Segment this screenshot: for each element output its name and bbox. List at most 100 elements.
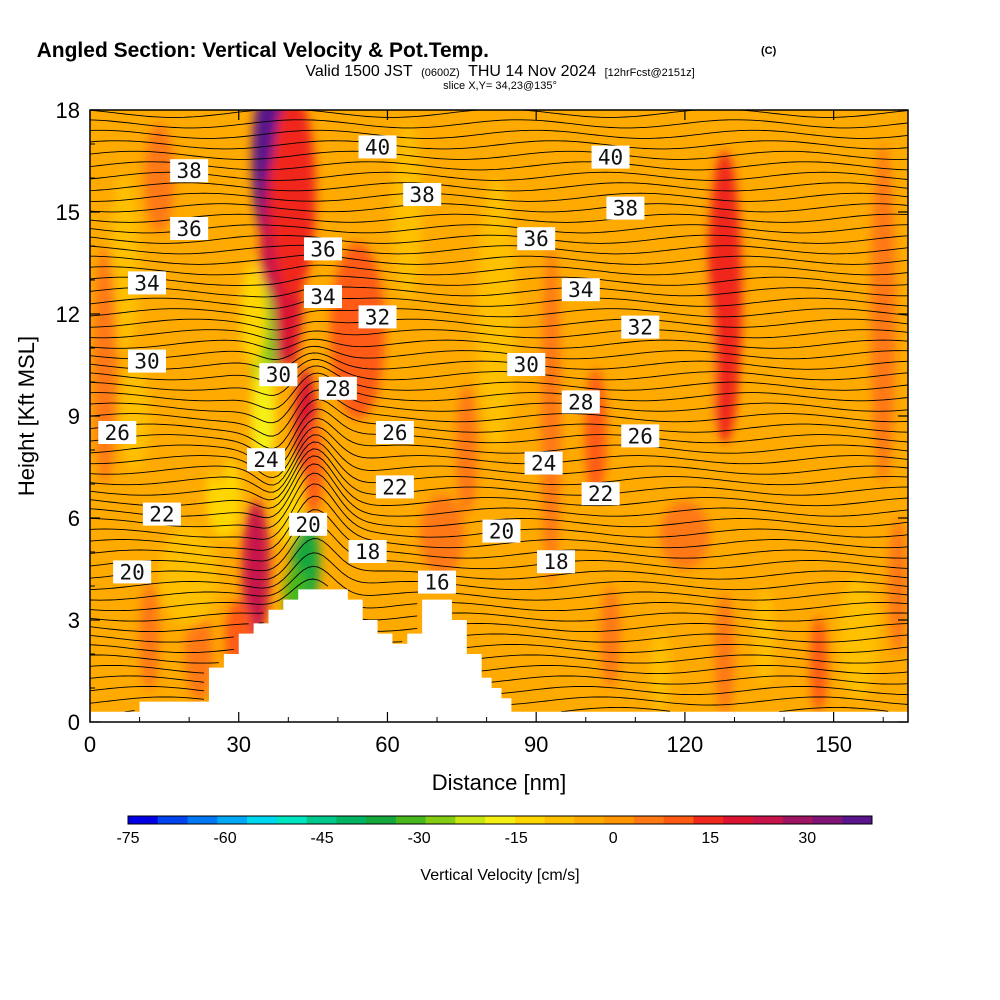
x-tick-label: 0	[84, 732, 96, 757]
colorbar-tick-label: 15	[701, 830, 719, 847]
isentrope-label-bg	[621, 315, 660, 339]
isentrope-label: 38	[170, 159, 209, 183]
colorbar-swatch	[752, 816, 784, 824]
velocity-cell	[476, 178, 517, 450]
isentrope-label-bg	[517, 227, 556, 251]
isentrope-label-text: 38	[613, 197, 638, 221]
isentrope-label-text: 26	[105, 421, 130, 445]
isentrope-line	[90, 448, 908, 501]
isentrope-line	[90, 565, 908, 601]
isentrope-label-bg	[142, 502, 181, 526]
isentrope-label-bg	[375, 421, 414, 444]
isentrope-label-bg	[304, 285, 343, 308]
velocity-cell	[650, 630, 671, 712]
isentrope-line	[90, 455, 908, 509]
slice-info: slice X,Y= 34,23@135°	[443, 80, 557, 92]
isentrope-label-bg	[537, 550, 576, 574]
x-axis-title: Distance [nm]	[432, 770, 567, 795]
velocity-cell	[838, 575, 879, 699]
isentrope-label-text: 24	[253, 448, 278, 472]
isentrope-line	[90, 463, 908, 519]
velocity-cell	[714, 592, 735, 716]
isentrope-label-text: 34	[134, 271, 159, 295]
colorbar-tick-label: -15	[505, 830, 528, 847]
isentrope-label-bg	[581, 482, 620, 506]
velocity-cell	[185, 606, 213, 702]
isentrope-label-bg	[621, 424, 660, 448]
isentrope-line	[90, 552, 908, 591]
isentrope-line	[90, 675, 908, 685]
isentrope-line	[90, 182, 908, 192]
velocity-cell	[674, 263, 715, 501]
isentrope-label-text: 38	[177, 159, 202, 183]
isentrope-label: 20	[482, 519, 521, 544]
isentrope-line	[90, 254, 908, 265]
isentrope-line	[90, 622, 908, 633]
isentrope-label-bg	[482, 519, 521, 543]
isentrope-label-text: 26	[628, 424, 653, 448]
isentrope-label: 30	[507, 353, 546, 377]
isentrope-line	[90, 150, 908, 160]
isentrope-line	[90, 523, 908, 572]
isentrope-label-bg	[246, 448, 285, 472]
velocity-cell	[242, 501, 270, 637]
isentrope-line	[90, 434, 908, 486]
velocity-cell	[240, 263, 267, 365]
isentrope-line	[90, 358, 908, 383]
isentrope-line	[90, 213, 908, 223]
velocity-cell	[707, 150, 742, 444]
isentrope-label-bg	[113, 560, 152, 584]
isentrope-label-bg	[591, 145, 630, 169]
isentrope-line	[90, 685, 908, 696]
isentrope-line	[90, 352, 908, 371]
isentrope-line	[90, 234, 908, 244]
isentrope-label: 22	[375, 475, 414, 499]
isentrope-line	[90, 308, 908, 320]
colorbar-swatch	[395, 816, 426, 824]
x-tick-label: 150	[815, 732, 852, 757]
isentrope-label: 28	[561, 390, 600, 414]
isentrope-label-bg	[170, 217, 209, 240]
colorbar-label: Vertical Velocity [cm/s]	[420, 867, 579, 884]
isentrope-label: 24	[246, 448, 285, 472]
isentrope-label: 32	[621, 315, 660, 340]
isentrope-line	[90, 441, 908, 493]
isentrope-label-text: 20	[489, 520, 514, 544]
isentrope-line	[90, 297, 908, 309]
isentrope-line	[90, 426, 908, 479]
isentrope-line	[90, 696, 908, 706]
x-tick-label: 30	[226, 732, 250, 757]
forecast-info: [12hrFcst@2151z]	[605, 67, 695, 79]
isentrope-label: 38	[403, 183, 442, 207]
isentrope-label-text: 18	[355, 540, 380, 564]
x-axis: 0 30 60 90 120 150	[84, 110, 884, 757]
velocity-cell	[749, 314, 790, 518]
isentrope-label: 22	[142, 502, 181, 527]
isentrope-label: 20	[113, 560, 152, 584]
colorbar-swatch	[633, 816, 665, 824]
isentrope-line	[90, 203, 908, 213]
y-tick-label: 0	[68, 710, 80, 735]
colorbar-swatch	[663, 816, 694, 824]
isentrope-label-bg	[507, 353, 546, 376]
isentrope-line	[90, 329, 908, 341]
isentrope-label: 26	[98, 421, 137, 445]
isentrope-label: 20	[289, 512, 328, 537]
colorbar-swatch	[812, 816, 843, 824]
colorbar-swatch	[544, 816, 575, 824]
isentrope-label: 36	[170, 217, 209, 241]
isentrope-label: 34	[304, 285, 343, 309]
colorbar-swatch	[306, 816, 337, 824]
isentrope-label-bg	[98, 421, 137, 444]
colorbar-swatch	[693, 816, 724, 824]
isentrope-line	[90, 472, 908, 529]
isentrope-label-bg	[561, 390, 600, 414]
isentrope-label-bg	[375, 475, 414, 499]
isentrope-label: 26	[621, 424, 660, 448]
colorbar-swatch	[425, 816, 456, 824]
isentrope-label: 36	[304, 237, 343, 261]
valid-utc: (0600Z)	[421, 67, 460, 79]
isentrope-line	[90, 345, 908, 360]
